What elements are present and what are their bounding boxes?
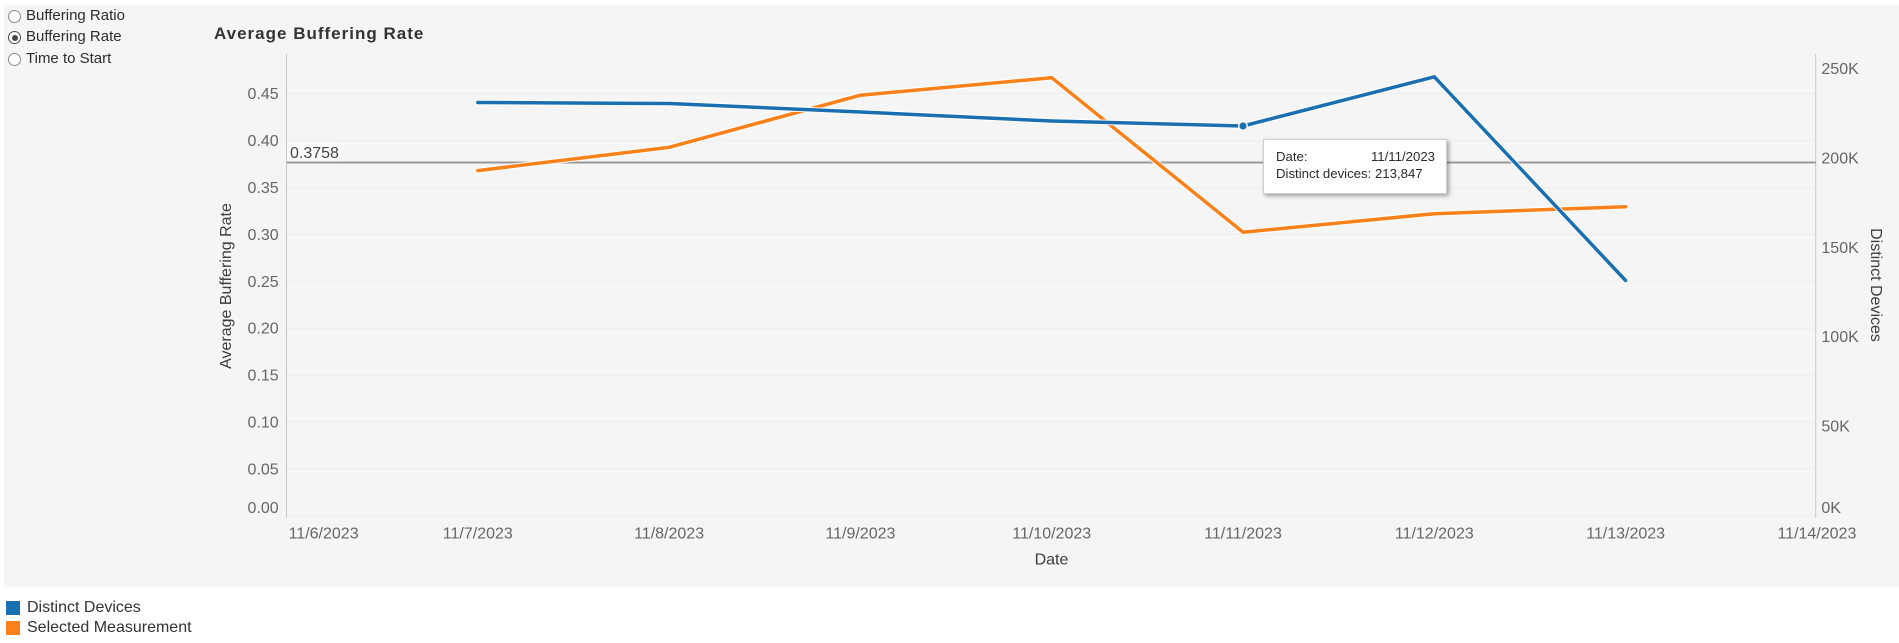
svg-text:11/12/2023: 11/12/2023 (1395, 526, 1474, 543)
svg-text:Date: Date (1035, 552, 1069, 569)
svg-text:11/7/2023: 11/7/2023 (443, 526, 513, 543)
svg-text:0.05: 0.05 (248, 461, 279, 478)
svg-text:11/8/2023: 11/8/2023 (634, 526, 704, 543)
svg-text:11/14/2023: 11/14/2023 (1777, 526, 1856, 543)
svg-text:0.30: 0.30 (248, 227, 279, 244)
svg-text:200K: 200K (1821, 150, 1859, 167)
svg-text:11/11/2023: 11/11/2023 (1204, 526, 1282, 543)
svg-text:11/6/2023: 11/6/2023 (289, 526, 359, 543)
svg-text:250K: 250K (1821, 61, 1859, 78)
svg-text:0.40: 0.40 (248, 133, 279, 150)
svg-text:11/9/2023: 11/9/2023 (825, 526, 895, 543)
svg-text:100K: 100K (1821, 329, 1859, 346)
svg-text:0.45: 0.45 (248, 86, 279, 103)
svg-text:0.15: 0.15 (248, 368, 279, 385)
svg-text:0.10: 0.10 (248, 414, 279, 431)
svg-text:0K: 0K (1821, 500, 1841, 517)
svg-text:0.3758: 0.3758 (290, 145, 339, 162)
svg-text:0.20: 0.20 (248, 321, 279, 338)
svg-text:11/10/2023: 11/10/2023 (1012, 526, 1091, 543)
svg-text:50K: 50K (1821, 419, 1850, 436)
svg-text:150K: 150K (1821, 240, 1859, 257)
svg-text:Average Buffering Rate: Average Buffering Rate (218, 203, 235, 369)
svg-text:11/13/2023: 11/13/2023 (1586, 526, 1665, 543)
svg-text:Distinct Devices: Distinct Devices (1867, 228, 1884, 342)
svg-text:0.35: 0.35 (248, 180, 279, 197)
svg-text:0.25: 0.25 (248, 274, 279, 291)
svg-text:0.00: 0.00 (248, 500, 279, 517)
